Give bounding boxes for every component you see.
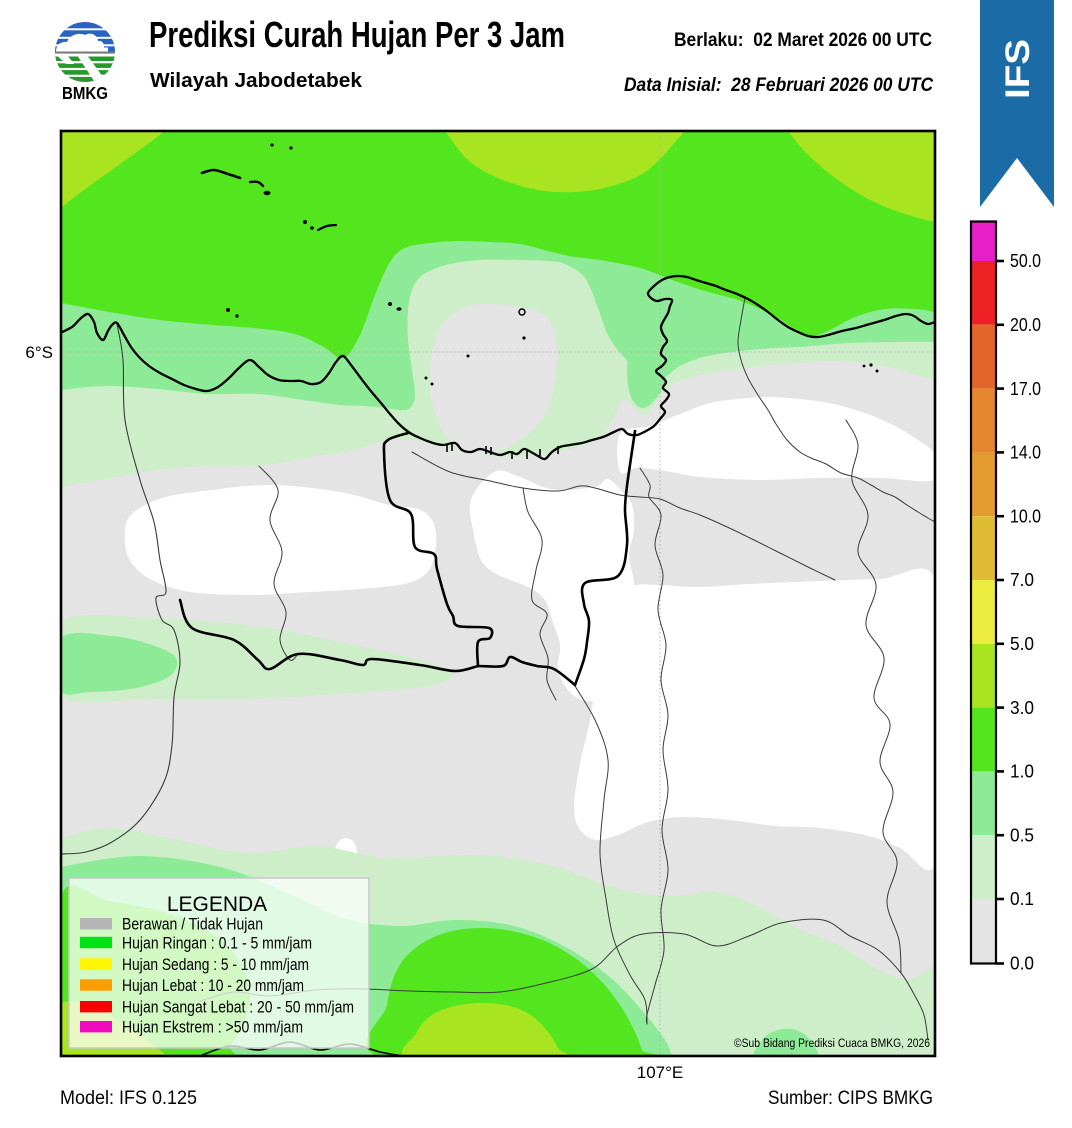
svg-text:50.0: 50.0 [1010,251,1041,271]
svg-text:7.0: 7.0 [1010,570,1034,590]
svg-text:Hujan Sedang : 5 - 10 mm/jam: Hujan Sedang : 5 - 10 mm/jam [122,956,309,974]
svg-text:Prediksi Curah Hujan Per 3 Jam: Prediksi Curah Hujan Per 3 Jam [149,14,565,55]
svg-text:Hujan Ringan : 0.1 - 5 mm/jam: Hujan Ringan : 0.1 - 5 mm/jam [122,934,312,952]
svg-text:17.0: 17.0 [1010,379,1041,399]
svg-text:0.0: 0.0 [1010,954,1034,974]
svg-text:IFS: IFS [999,39,1037,99]
svg-text:0.5: 0.5 [1010,825,1034,845]
svg-text:©Sub Bidang Prediksi Cuaca BMK: ©Sub Bidang Prediksi Cuaca BMKG, 2026 [734,1038,930,1050]
svg-text:LEGENDA: LEGENDA [167,893,267,916]
svg-text:6°S: 6°S [25,343,53,362]
svg-text:5.0: 5.0 [1010,634,1034,654]
svg-text:14.0: 14.0 [1010,443,1041,463]
svg-text:20.0: 20.0 [1010,315,1041,335]
svg-text:Hujan Ekstrem : >50 mm/jam: Hujan Ekstrem : >50 mm/jam [122,1019,303,1037]
svg-text:Hujan Lebat : 10 - 20 mm/jam: Hujan Lebat : 10 - 20 mm/jam [122,977,304,995]
svg-text:BMKG: BMKG [62,83,108,103]
svg-text:Wilayah Jabodetabek: Wilayah Jabodetabek [150,70,363,92]
svg-text:Berawan / Tidak Hujan: Berawan / Tidak Hujan [122,916,263,934]
svg-text:0.1: 0.1 [1010,889,1034,909]
svg-text:1.0: 1.0 [1010,762,1034,782]
svg-text:Hujan Sangat Lebat : 20 - 50 m: Hujan Sangat Lebat : 20 - 50 mm/jam [122,999,354,1017]
svg-text:Model: IFS 0.125: Model: IFS 0.125 [60,1088,197,1109]
svg-text:3.0: 3.0 [1010,698,1034,718]
svg-text:10.0: 10.0 [1010,506,1041,526]
svg-text:Berlaku: 02 Maret 2026 00 UTC: Berlaku: 02 Maret 2026 00 UTC [674,29,932,51]
svg-text:Sumber: CIPS BMKG: Sumber: CIPS BMKG [768,1088,933,1109]
svg-text:107°E: 107°E [637,1063,684,1082]
svg-text:Data Inisial: 28 Februari 202: Data Inisial: 28 Februari 2026 00 UTC [624,74,934,96]
